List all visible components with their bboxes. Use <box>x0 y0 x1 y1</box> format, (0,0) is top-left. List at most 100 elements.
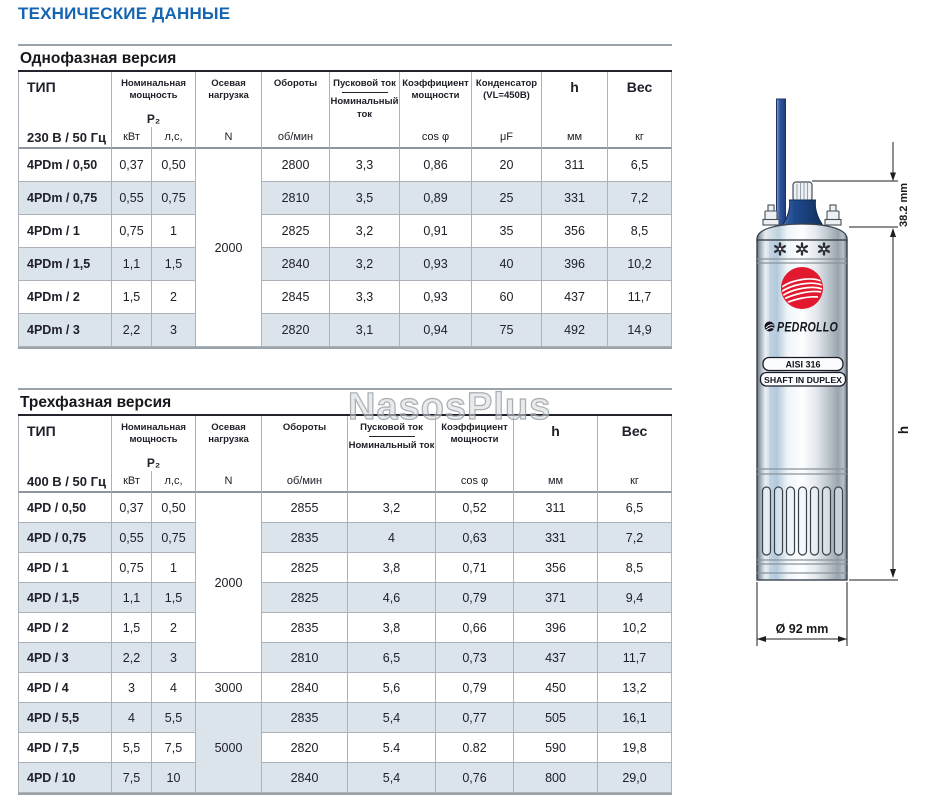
cell-cos: 0,52 <box>436 493 514 524</box>
cell-kg: 7,2 <box>598 523 672 554</box>
three-phase-table-block: Трехфазная версия ТИП Номинальная мощнос… <box>18 388 672 795</box>
cell-n: 3000 <box>196 673 262 704</box>
table-row: 4PD / 10 7,5 10 2840 5,4 0,76 800 29,0 <box>18 763 672 794</box>
table-row: 4PDm / 0,50 0,37 0,50 2000 2800 3,3 0,86 20 311 6… <box>18 149 672 348</box>
cell-hp: 2 <box>152 281 196 315</box>
cell-cos: 0,91 <box>400 215 472 249</box>
cell-type: 4PD / 0,75 <box>18 523 112 554</box>
badge-aisi: AISI 316 <box>762 356 844 372</box>
cell-kw: 0,37 <box>112 149 152 183</box>
unit-kg: кг <box>608 127 672 150</box>
mid-groove <box>757 468 847 475</box>
power-label: Номинальная <box>121 422 186 433</box>
cell-kw: 2,2 <box>112 314 152 348</box>
cell-mm: 311 <box>542 149 608 183</box>
cell-start: 5.4 <box>348 733 436 764</box>
band-groove <box>757 258 847 264</box>
cell-rpm: 2825 <box>262 553 348 584</box>
badge-shaft: SHAFT IN DUPLEX <box>759 371 847 387</box>
cell-mm: 492 <box>542 314 608 348</box>
single-phase-table-body: 4PDm / 0,50 0,37 0,50 2000 2800 3,3 0,86 20 311 6… <box>18 149 672 348</box>
cell-type: 4PD / 4 <box>18 673 112 704</box>
table-row: 4PD / 3 2,2 3 2810 6,5 0,73 437 11,7 <box>18 643 672 674</box>
table-row: 4PD / 1,5 1,1 1,5 2825 4,6 0,79 371 9,4 <box>18 583 672 614</box>
table-header-row: ТИП Номинальная мощность P₂ Осевая нагру… <box>18 72 672 128</box>
axial-label: Осевая <box>211 422 246 433</box>
divider <box>18 388 672 390</box>
cell-type: 4PD / 10 <box>18 763 112 794</box>
table-row: 4PD / 7,5 5,5 7,5 2820 5.4 0.82 590 19,8 <box>18 733 672 764</box>
table-row: 4PD / 0,50 0,37 0,50 2000 2855 3,2 0,52 311 6,5 <box>18 493 672 674</box>
cell-kw: 1,5 <box>112 281 152 315</box>
cell-type: 4PDm / 0,50 <box>18 149 112 183</box>
cell-kw: 1,1 <box>112 583 152 614</box>
cell-kw: 0,55 <box>112 182 152 216</box>
cell-uf: 20 <box>472 149 542 183</box>
badge-shaft-text: SHAFT IN DUPLEX <box>764 375 842 385</box>
table-row: 4PDm / 3 2,2 3 2820 3,1 0,94 75 492 14,9 <box>18 314 672 348</box>
unit-cos: cos φ <box>436 471 514 494</box>
col-header-axial-load: Осевая нагрузка <box>196 416 262 472</box>
fraction-line <box>368 436 415 438</box>
cell-mm: 396 <box>542 248 608 282</box>
col-header-type: ТИП <box>18 416 112 472</box>
cell-n: 2000 <box>196 493 262 674</box>
cell-kg: 6,5 <box>608 149 672 183</box>
cell-rpm: 2825 <box>262 215 330 249</box>
cell-type: 4PD / 3 <box>18 643 112 674</box>
cell-kg: 8,5 <box>598 553 672 584</box>
cell-type: 4PD / 7,5 <box>18 733 112 764</box>
col-header-power: Номинальная мощность P₂ <box>112 416 196 472</box>
cell-mm: 371 <box>514 583 598 614</box>
cell-start: 5,4 <box>348 703 436 734</box>
cell-cos: 0,73 <box>436 643 514 674</box>
unit-kw: кВт <box>112 127 152 150</box>
unit-mm: мм <box>514 471 598 494</box>
divider <box>18 347 672 350</box>
cell-hp: 0,75 <box>152 182 196 216</box>
table-row: 4PD / 1 0,75 1 2825 3,8 0,71 356 8,5 <box>18 553 672 584</box>
col-header-power: Номинальная мощность P₂ <box>112 72 196 128</box>
cell-kg: 19,8 <box>598 733 672 764</box>
motor-top-cap <box>756 223 848 242</box>
unit-start <box>348 471 436 494</box>
start-current-label: Пусковой ток <box>333 78 396 89</box>
cell-rpm: 2835 <box>262 703 348 734</box>
cell-hp: 0,50 <box>152 149 196 183</box>
unit-uf: μF <box>472 127 542 150</box>
cell-mm: 590 <box>514 733 598 764</box>
cell-kg: 8,5 <box>608 215 672 249</box>
cell-uf: 75 <box>472 314 542 348</box>
cell-kw: 0,75 <box>112 215 152 249</box>
cell-kg: 14,9 <box>608 314 672 348</box>
unit-cos: cos φ <box>400 127 472 150</box>
cell-type: 4PD / 2 <box>18 613 112 644</box>
col-header-starting-current: Пусковой ток Номинальный ток <box>348 416 436 472</box>
unit-kw: кВт <box>112 471 152 494</box>
col-header-power-factor: Коэффициент мощности <box>400 72 472 128</box>
pedrollo-logo-icon <box>781 267 823 309</box>
cell-kg: 29,0 <box>598 763 672 794</box>
cell-hp: 1,5 <box>152 248 196 282</box>
cell-kw: 1,5 <box>112 613 152 644</box>
unit-n: N <box>196 127 262 150</box>
cell-mm: 356 <box>514 553 598 584</box>
cell-uf: 60 <box>472 281 542 315</box>
capacitor-label2: (VL=450В) <box>483 90 530 102</box>
table-row: 4PD / 4 3 4 3000 2840 5,6 0,79 450 13,2 <box>18 673 672 704</box>
unit-kg: кг <box>598 471 672 494</box>
col-header-rpm: Обороты <box>262 416 348 472</box>
page-title: ТЕХНИЧЕСКИЕ ДАННЫЕ <box>18 4 231 23</box>
table-header-row: ТИП Номинальная мощность P₂ Осевая нагру… <box>18 416 672 472</box>
cell-cos: 0,77 <box>436 703 514 734</box>
cell-hp: 1 <box>152 215 196 249</box>
cell-hp: 3 <box>152 643 196 674</box>
cell-rpm: 2820 <box>262 314 330 348</box>
table-units-row: 230 В / 50 Гц кВт л,с, N об/мин cos φ μF… <box>18 127 672 150</box>
cell-cos: 0,71 <box>436 553 514 584</box>
cell-start: 3,1 <box>330 314 400 348</box>
cell-hp: 4 <box>152 673 196 704</box>
dim-diameter-label: Ø 92 mm <box>776 622 829 636</box>
single-phase-table: ТИП Номинальная мощность P₂ Осевая нагру… <box>18 72 672 348</box>
right-bolt <box>824 204 842 226</box>
